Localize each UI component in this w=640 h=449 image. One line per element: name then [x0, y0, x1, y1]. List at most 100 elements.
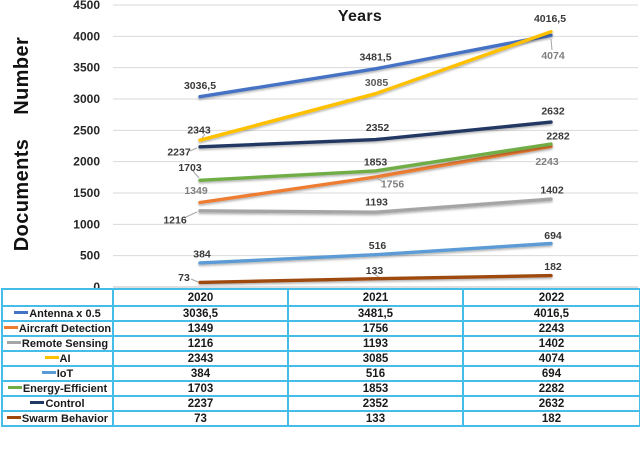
data-label: 133 [366, 265, 384, 277]
table-row: Aircraft Detection 1349 1756 2243 [1, 320, 640, 337]
value-cell: 3085 [287, 350, 464, 367]
legend-cell: Antenna x 0.5 [1, 305, 114, 322]
value-cell: 2243 [462, 320, 640, 337]
label-leader-line [375, 177, 383, 182]
legend-cell: Energy-Efficient [1, 380, 114, 397]
value-cell: 516 [287, 365, 464, 382]
y-tick-label: 2500 [73, 123, 100, 137]
legend-cell: Swarm Behavior [1, 410, 114, 427]
table-row: Remote Sensing 1216 1193 1402 [1, 335, 640, 352]
value-cell: 2282 [462, 380, 640, 397]
y-tick-label: 1500 [73, 186, 100, 200]
data-label: 694 [544, 230, 562, 242]
legend-swatch-icon [30, 401, 45, 405]
label-leader-line [185, 211, 198, 218]
value-cell: 1402 [462, 335, 640, 352]
data-table: 2020 2021 2022 Antenna x 0.5 3036,5 3481,5 401… [1, 288, 640, 427]
value-cell: 694 [462, 365, 640, 382]
value-cell: 133 [287, 410, 464, 427]
data-label: 2343 [187, 125, 211, 137]
table-header-row: 2020 2021 2022 [1, 288, 640, 307]
data-label: 2352 [366, 122, 390, 134]
value-cell: 4016,5 [462, 305, 640, 322]
y-tick-label: 1000 [73, 217, 100, 231]
value-cell: 1703 [112, 380, 289, 397]
value-cell: 384 [112, 365, 289, 382]
data-label: 1402 [540, 185, 564, 197]
series-name: Control [45, 397, 85, 410]
data-label: 516 [369, 240, 387, 252]
data-label: 2282 [546, 130, 570, 142]
value-cell: 2343 [112, 350, 289, 367]
series-line-antenna-x-0-5 [198, 33, 553, 99]
value-cell: 3481,5 [287, 305, 464, 322]
y-tick-label: 3000 [73, 92, 100, 106]
data-label: 384 [193, 248, 211, 260]
table-row: Control 2237 2352 2632 [1, 395, 640, 412]
y-tick-label: 0 [93, 280, 100, 288]
table-row: AI 2343 3085 4074 [1, 350, 640, 367]
data-label: 1853 [364, 156, 388, 168]
legend-swatch-icon [6, 341, 21, 345]
value-cell: 1216 [112, 335, 289, 352]
value-cell: 2352 [287, 395, 464, 412]
chart-title: Years [337, 8, 383, 25]
label-leader-line [189, 147, 198, 152]
series-name: Energy-Efficient [22, 382, 108, 395]
value-cell: 1853 [287, 380, 464, 397]
column-header: 2020 [112, 288, 289, 307]
series-line-ai [198, 30, 553, 142]
legend-cell: Remote Sensing [1, 335, 114, 352]
legend-swatch-icon [7, 386, 22, 390]
table-row: Swarm Behavior 73 133 182 [1, 410, 640, 427]
legend-swatch-icon [6, 416, 21, 420]
data-label: 3036,5 [184, 80, 216, 92]
series-line-remote-sensing [198, 197, 553, 214]
series-name: AI [59, 352, 71, 365]
series-line-iot [198, 241, 553, 265]
ghost-cell [1, 288, 114, 307]
data-label: 2237 [167, 146, 191, 158]
data-label: 2632 [541, 106, 565, 118]
data-label: 1216 [163, 214, 187, 226]
value-cell: 3036,5 [112, 305, 289, 322]
legend-swatch-icon [41, 371, 56, 375]
table-row: Antenna x 0.5 3036,5 3481,5 4016,5 [1, 305, 640, 322]
value-cell: 1349 [112, 320, 289, 337]
series-line-energy-efficient [198, 142, 553, 183]
data-label: 1349 [184, 185, 208, 197]
legend-swatch-icon [14, 311, 29, 315]
line-chart: 0 500 1000 1500 2000 2500 3000 3500 4000 4500 3036… [73, 0, 638, 288]
value-cell: 4074 [462, 350, 640, 367]
data-label: 3085 [365, 77, 389, 89]
y-tick-label: 2000 [73, 155, 100, 169]
data-label: 1193 [365, 197, 388, 209]
y-tick-label: 4500 [73, 0, 100, 12]
legend-cell: Aircraft Detection [1, 320, 114, 337]
series-name: Antenna x 0.5 [29, 307, 101, 320]
table-row: Energy-Efficient 1703 1853 2282 [1, 380, 640, 397]
label-leader-line [550, 38, 553, 51]
series-line-control [198, 120, 553, 149]
table-row: IoT 384 516 694 [1, 365, 640, 382]
data-label: 182 [544, 261, 562, 273]
data-label: 2243 [535, 156, 559, 168]
data-label: 73 [178, 272, 190, 284]
legend-swatch-icon [44, 356, 59, 360]
series-name: Remote Sensing [21, 337, 109, 350]
y-tick-label: 4000 [73, 29, 100, 43]
label-leader-line [192, 170, 200, 179]
label-leader-line [373, 273, 380, 278]
value-cell: 182 [462, 410, 640, 427]
value-cell: 1756 [287, 320, 464, 337]
y-tick-label: 3500 [73, 61, 100, 75]
label-leader-line [201, 133, 206, 139]
legend-cell: IoT [1, 365, 114, 382]
legend-swatch-icon [4, 326, 18, 330]
series-name: Swarm Behavior [21, 412, 109, 425]
column-header: 2022 [462, 288, 640, 307]
data-label: 1756 [381, 178, 405, 190]
value-cell: 73 [112, 410, 289, 427]
value-cell: 2237 [112, 395, 289, 412]
